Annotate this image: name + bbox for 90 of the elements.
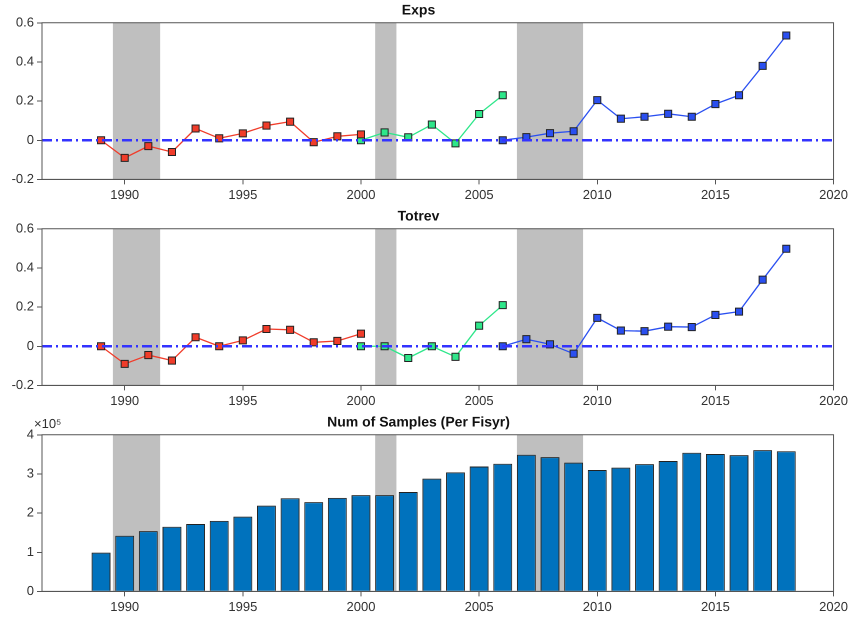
- point: [570, 127, 578, 136]
- x-tick-label: 1995: [228, 186, 258, 202]
- point: [734, 308, 744, 316]
- point: [498, 301, 507, 310]
- x-tick-label: 2005: [464, 186, 494, 202]
- y-tick-label: 0.6: [16, 220, 34, 236]
- point: [333, 132, 342, 140]
- point: [758, 62, 767, 70]
- x-tick-label: 2000: [346, 598, 376, 614]
- point: [192, 333, 200, 342]
- point: [144, 351, 152, 360]
- text: ×10⁵: [34, 416, 62, 431]
- point: [640, 327, 649, 336]
- y-tick-label: 0.6: [16, 14, 34, 30]
- x-tick-label: 2020: [819, 186, 848, 202]
- x-tick-label: 2015: [700, 392, 730, 408]
- x-tick-label: 1995: [228, 392, 258, 408]
- chart-title: Totrev: [398, 207, 440, 224]
- point: [688, 323, 696, 332]
- point: [593, 314, 602, 322]
- point: [475, 110, 484, 118]
- point: [404, 354, 412, 362]
- y-tick-label: 0: [26, 132, 34, 147]
- point: [451, 139, 460, 148]
- point: [782, 244, 790, 253]
- y-tick-label: -0.2: [12, 170, 34, 186]
- point: [711, 100, 720, 108]
- point: [664, 322, 672, 331]
- x-tick-label: 2010: [582, 186, 612, 202]
- y-tick-label: 0.2: [16, 92, 34, 108]
- y-tick-label: 0.2: [16, 298, 34, 314]
- x-tick-label: 2005: [464, 392, 494, 408]
- point: [262, 324, 270, 334]
- point: [616, 114, 625, 123]
- x-tick-label: 2015: [700, 186, 730, 202]
- point: [498, 91, 507, 100]
- chart-title: Exps: [402, 1, 436, 18]
- x-tick-label: 2020: [819, 392, 848, 408]
- point: [758, 276, 767, 284]
- y-tick-label: 1: [26, 544, 34, 559]
- x-tick-label: 2000: [346, 392, 376, 408]
- y-tick-label: 0: [26, 338, 34, 353]
- point: [120, 154, 129, 162]
- point: [168, 356, 176, 365]
- y-tick-label: 0.4: [16, 54, 34, 69]
- x-tick-label: 2010: [582, 392, 612, 408]
- point: [782, 31, 790, 40]
- point: [380, 128, 389, 136]
- point: [144, 142, 152, 150]
- point: [262, 122, 270, 130]
- x-tick-label: 2000: [346, 186, 376, 202]
- x-tick-label: 1990: [110, 186, 140, 202]
- point: [333, 336, 342, 345]
- point: [356, 330, 366, 338]
- point: [616, 326, 625, 335]
- x-tick-label: 2020: [819, 598, 848, 614]
- x-tick-label: 2010: [582, 598, 612, 614]
- point: [451, 352, 460, 361]
- y-tick-label: 2: [26, 504, 34, 520]
- point: [734, 91, 744, 100]
- point: [522, 335, 530, 344]
- point: [475, 322, 484, 330]
- point: [238, 336, 247, 344]
- point: [593, 96, 602, 104]
- x-tick-label: 2005: [464, 598, 494, 614]
- point: [356, 130, 366, 138]
- point: [688, 112, 696, 121]
- y-tick-label: 3: [26, 466, 34, 481]
- point: [428, 120, 436, 129]
- y-tick-label: 4: [26, 426, 34, 442]
- x-tick-label: 1995: [228, 598, 258, 614]
- x-tick-label: 2015: [700, 598, 730, 614]
- y-tick-label: 0: [26, 582, 34, 598]
- point: [570, 350, 578, 358]
- point: [120, 360, 129, 368]
- y-tick-label: 0.4: [16, 260, 34, 275]
- y-tick-label: -0.2: [12, 376, 34, 392]
- chart-title: Num of Samples (Per Fisyr): [327, 413, 510, 430]
- point: [238, 129, 247, 138]
- point: [546, 129, 554, 138]
- point: [192, 124, 200, 133]
- x-tick-label: 1990: [110, 598, 140, 614]
- point: [310, 338, 318, 346]
- x-tick-label: 1990: [110, 392, 140, 408]
- point: [168, 148, 176, 156]
- point: [286, 326, 294, 334]
- point: [640, 112, 649, 121]
- point: [286, 118, 294, 126]
- point: [711, 310, 720, 319]
- point: [664, 110, 672, 118]
